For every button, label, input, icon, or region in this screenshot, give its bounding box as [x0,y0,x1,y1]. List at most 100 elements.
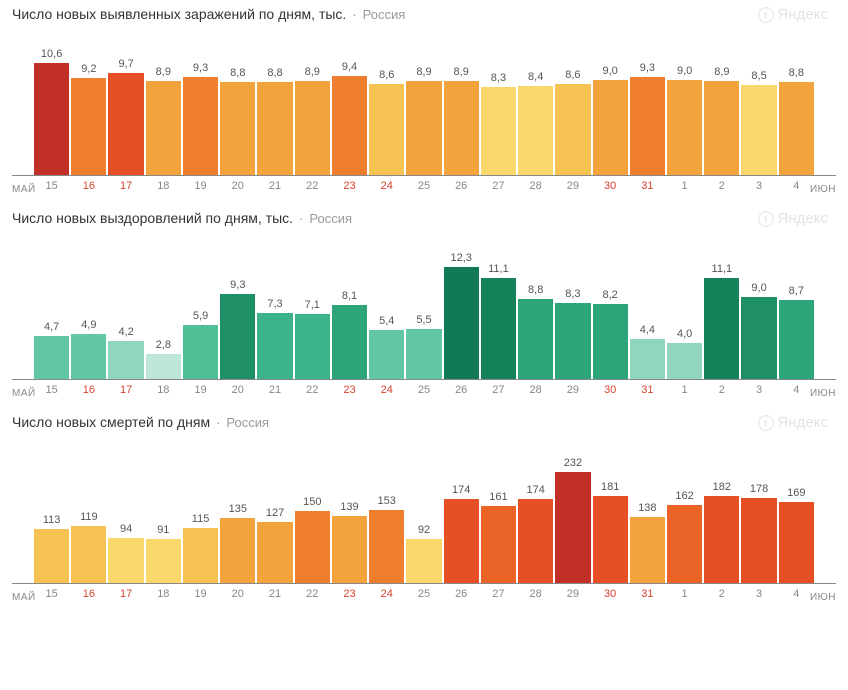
bar [555,84,590,175]
bar-value-label: 127 [266,507,284,519]
bar [555,303,590,379]
bar-value-label: 174 [526,484,544,496]
bar [741,297,776,379]
bar-value-label: 8,9 [416,66,431,78]
x-tick: 27 [481,180,516,192]
bar-value-label: 8,8 [528,284,543,296]
x-tick: 2 [704,588,739,600]
yandex-watermark: Яндекс [758,210,828,227]
bar-col: 162 [667,490,702,583]
bars-container: 10,69,29,78,99,38,88,88,99,48,68,98,98,3… [12,26,836,176]
x-tick: 26 [444,384,479,396]
bar [741,85,776,175]
chart-header: Число новых выявленных заражений по дням… [12,6,836,22]
bar [444,499,479,583]
bar-value-label: 9,4 [342,61,357,73]
bar [332,516,367,583]
bar [667,343,702,379]
bar-value-label: 5,5 [416,314,431,326]
bar [108,73,143,175]
x-tick: 15 [34,180,69,192]
x-tick: 24 [369,180,404,192]
bar [332,305,367,379]
x-tick: 23 [332,180,367,192]
bar [71,526,106,583]
bar-value-label: 11,1 [712,263,733,275]
bar-col: 11,1 [704,263,739,379]
x-tick: 17 [108,588,143,600]
x-axis-right-label: ИЮН [810,388,836,399]
bar-value-label: 8,9 [714,66,729,78]
bar-col: 8,1 [332,290,367,379]
bar-col: 178 [741,483,776,583]
x-tick: 25 [406,588,441,600]
bar [146,539,181,583]
bar-col: 94 [108,523,143,583]
bar [630,339,665,379]
bar-col: 119 [71,511,106,583]
bar-value-label: 8,5 [751,70,766,82]
x-tick: 2 [704,384,739,396]
x-tick: 4 [779,588,814,600]
x-tick: 28 [518,384,553,396]
chart-recoveries: Число новых выздоровлений по дням, тыс.Р… [12,210,836,396]
bar-col: 127 [257,507,292,583]
bar-value-label: 12,3 [450,252,471,264]
bar [555,472,590,583]
bar-value-label: 8,3 [491,72,506,84]
bar [630,517,665,583]
x-tick: 23 [332,588,367,600]
bar-col: 8,7 [779,285,814,379]
bar-col: 8,6 [555,69,590,175]
x-tick: 20 [220,384,255,396]
x-tick: 22 [295,180,330,192]
x-axis-left-label: МАЙ [12,592,36,603]
bar [34,336,69,379]
x-tick: 16 [71,180,106,192]
bar [630,77,665,175]
x-tick: 25 [406,180,441,192]
x-tick: 26 [444,180,479,192]
bar [741,498,776,583]
x-tick: 28 [518,588,553,600]
bar [108,538,143,583]
x-tick: 25 [406,384,441,396]
x-tick: 27 [481,588,516,600]
bar-value-label: 138 [638,502,656,514]
bar [71,334,106,379]
bar [406,329,441,379]
bar [220,82,255,175]
bar-col: 8,3 [481,72,516,175]
bar-value-label: 169 [787,487,805,499]
bar-value-label: 9,3 [640,62,655,74]
bar-value-label: 8,9 [454,66,469,78]
bar-col: 9,3 [183,62,218,175]
bar [779,300,814,379]
bar-col: 9,3 [220,279,255,379]
bar-value-label: 135 [229,503,247,515]
bar-value-label: 91 [157,524,169,536]
bar-value-label: 8,3 [565,288,580,300]
yandex-watermark: Яндекс [758,6,828,23]
bar [481,87,516,175]
x-tick: 29 [555,180,590,192]
bar-value-label: 8,7 [789,285,804,297]
bar-value-label: 174 [452,484,470,496]
bar-col: 9,2 [71,63,106,175]
x-tick: 21 [257,384,292,396]
bar-col: 7,3 [257,298,292,379]
bar [332,76,367,175]
bar [593,496,628,583]
bar [369,330,404,379]
bar [146,354,181,379]
x-tick: 17 [108,384,143,396]
bar [220,518,255,583]
bar [518,499,553,583]
bar-value-label: 150 [303,496,321,508]
bar-col: 5,9 [183,310,218,379]
bar [34,529,69,583]
bar [518,299,553,379]
x-tick: 22 [295,588,330,600]
x-tick: 24 [369,384,404,396]
bar-value-label: 8,8 [789,67,804,79]
